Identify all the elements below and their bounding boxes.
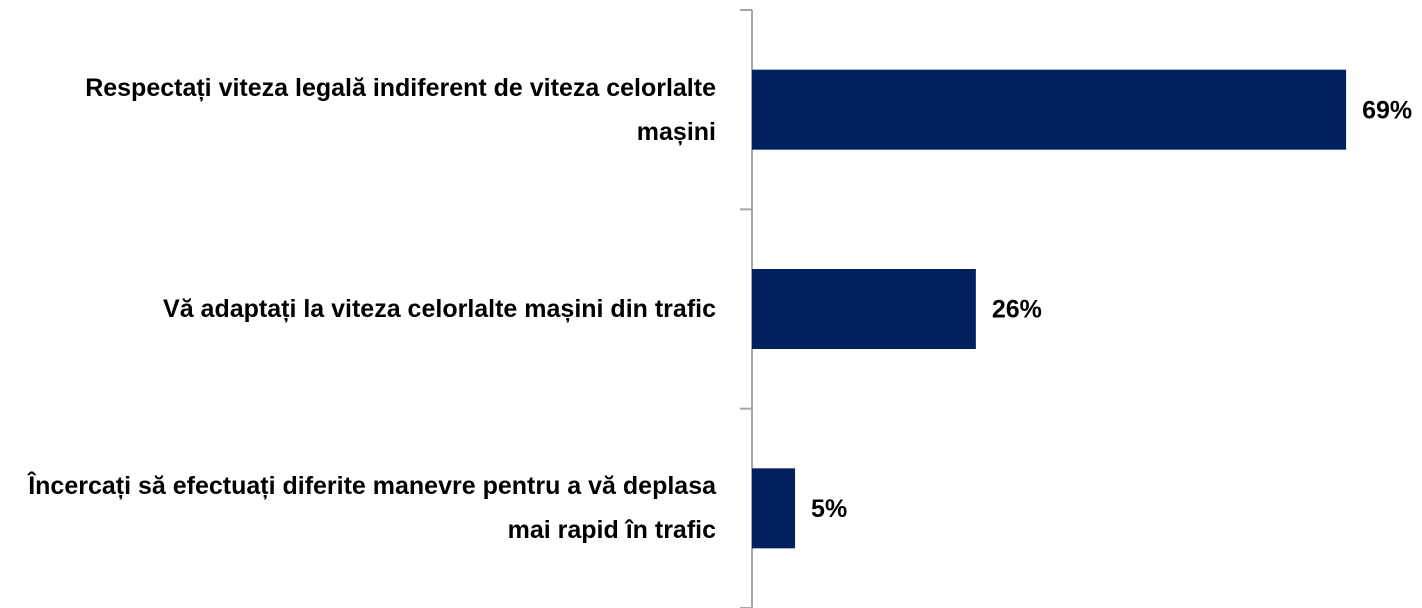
category-label: Vă adaptați la viteza celorlalte mașini … bbox=[163, 295, 716, 323]
bar bbox=[752, 269, 976, 349]
category-label: Încercați să efectuați diferite manevre … bbox=[28, 472, 716, 545]
bar bbox=[752, 69, 1347, 150]
value-label: 26% bbox=[992, 296, 1042, 324]
category-label: Respectați viteza legală indiferent de v… bbox=[85, 73, 716, 146]
value-label: 69% bbox=[1362, 96, 1412, 124]
bar bbox=[752, 468, 796, 549]
value-label: 5% bbox=[811, 495, 847, 523]
